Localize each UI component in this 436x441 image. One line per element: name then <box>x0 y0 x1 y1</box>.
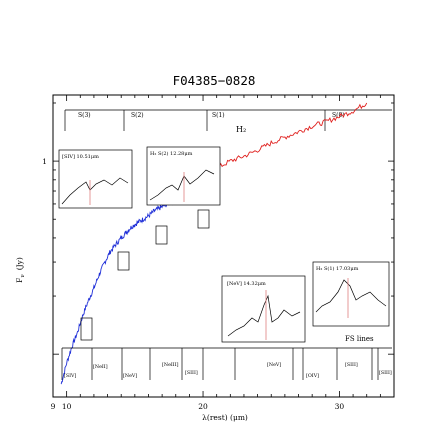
x-tick-label: 10 <box>62 402 72 411</box>
spectrum-series <box>60 102 368 385</box>
fs-group-label: FS lines <box>345 335 374 343</box>
zoom-markers <box>80 209 210 341</box>
x-tick-label: 9 <box>51 402 56 411</box>
fs-label-siv: [SIV] <box>64 373 77 379</box>
h2-group-label: H₂ <box>236 125 246 134</box>
y-axis-label-main: F <box>15 278 24 283</box>
inset-siv: [SIV] 10.51μm <box>58 149 133 209</box>
inset-nev-label: [NeV] 14.32μm <box>227 281 266 287</box>
fs-label-siii-3: [SIII] <box>379 370 392 376</box>
h2-line-bars: S(3) S(2) S(1) S(0) H₂ <box>64 109 392 134</box>
inset-siv-label: [SIV] 10.51μm <box>62 154 99 160</box>
fs-label-neiii: [NeIII] <box>162 362 179 368</box>
h2-label-s0: S(0) <box>332 112 345 119</box>
fs-label-siii-1: [SIII] <box>185 370 198 376</box>
svg-text:Fν(Jy): Fν (Jy) <box>15 257 26 283</box>
inset-h2s2-label: H₂ S(2) 12.28μm <box>150 150 193 157</box>
chart-title: F04385−0828 <box>173 73 256 88</box>
fs-label-siii-2: [SIII] <box>345 362 358 368</box>
fs-label-oiv: [OIV] <box>306 373 319 379</box>
y-axis-label: Fν (Jy) <box>15 257 26 283</box>
x-tick-label: 30 <box>335 402 345 411</box>
h2-label-s3: S(3) <box>78 112 91 119</box>
series-line-0 <box>60 186 193 385</box>
y-axis-label-unit: (Jy) <box>15 257 24 270</box>
inset-h2s1-label: H₂ S(1) 17.03μm <box>316 265 359 272</box>
y-tick-label: 1 <box>42 157 47 166</box>
inset-h2s1: H₂ S(1) 17.03μm <box>312 261 390 327</box>
fs-label-neii: [NeII] <box>93 364 108 370</box>
h2-label-s2: S(2) <box>131 112 144 119</box>
inset-nev: [NeV] 14.32μm <box>221 275 306 343</box>
inset-h2s2: H₂ S(2) 12.28μm <box>146 146 221 206</box>
x-tick-label: 20 <box>198 402 208 411</box>
x-axis-ticks: 9 10 20 30 <box>51 95 395 411</box>
h2-label-s1: S(1) <box>212 112 225 119</box>
y-axis-ticks: 1 <box>42 102 394 355</box>
x-axis-label: λ(rest) (μm) <box>202 413 248 422</box>
plot-frame <box>52 94 395 398</box>
fs-label-nev-1: [NeV] <box>123 373 137 379</box>
y-axis-label-sub: ν <box>20 274 26 278</box>
fs-line-bars: [SIV] [NeII] [NeV] [NeIII] [SIII] [NeV] … <box>61 347 392 380</box>
fs-label-nev-2: [NeV] <box>267 362 281 368</box>
